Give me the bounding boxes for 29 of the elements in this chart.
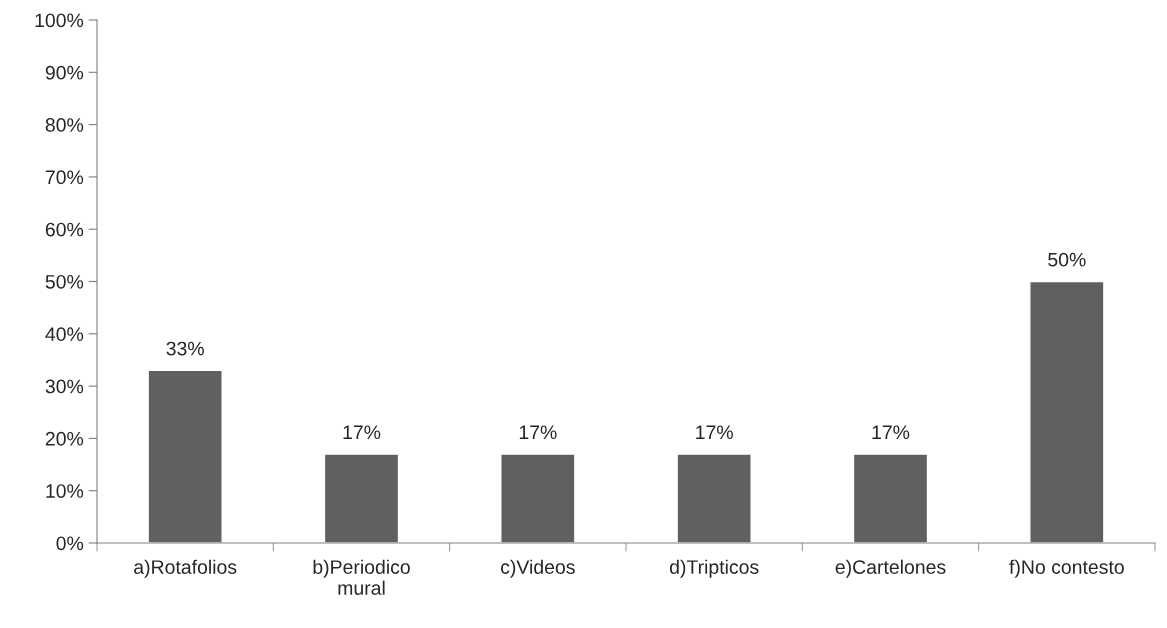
x-tick-label: c)Videos [501, 559, 575, 578]
y-tick-label: 30% [45, 379, 84, 394]
bar [323, 453, 400, 543]
y-tick-label: 50% [45, 274, 84, 289]
x-tick-label: b)Periodico mural [313, 559, 410, 595]
bar [500, 453, 576, 543]
y-tick-label: 80% [45, 118, 84, 132]
data-label: 50% [1048, 252, 1086, 267]
y-tick-label: 70% [45, 170, 84, 185]
data-label: 17% [696, 425, 733, 440]
y-tick-label: 10% [46, 484, 84, 498]
data-label: 17% [519, 425, 557, 440]
bar [1029, 280, 1105, 543]
y-tick-label: 0% [56, 536, 84, 551]
x-tick-label: e)Cartelones [835, 559, 946, 578]
y-tick-label: 20% [45, 431, 84, 446]
x-tick-label: a)Rotafolios [134, 559, 237, 578]
data-label: 17% [343, 425, 381, 440]
bar [147, 369, 223, 543]
data-label: 17% [872, 425, 910, 440]
x-tick-label: f)No contesto [1009, 559, 1124, 578]
bar [676, 453, 752, 543]
y-tick-label: 100% [35, 13, 84, 28]
data-label: 33% [166, 341, 204, 356]
y-tick-label: 90% [45, 65, 84, 80]
y-tick-label: 60% [45, 222, 84, 237]
x-tick-label: d)Tripticos [669, 559, 759, 578]
y-tick-label: 40% [45, 327, 84, 342]
bar [852, 453, 929, 543]
